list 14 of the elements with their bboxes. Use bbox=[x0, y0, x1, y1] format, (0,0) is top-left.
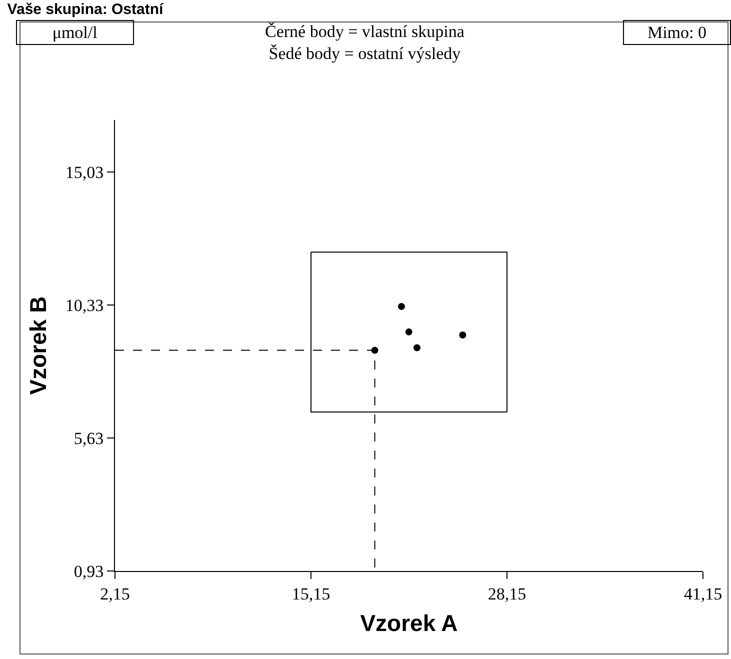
text: Černé body = vlastní skupina Šedé body = ostatní výsledy bbox=[265, 22, 465, 64]
x-axis-title: Vzorek A bbox=[360, 610, 458, 636]
x-tick-label: 41,15 bbox=[684, 584, 722, 604]
x-tick-label: 2,15 bbox=[100, 584, 130, 604]
text: Mimo: 0 bbox=[647, 23, 707, 42]
y-tick-label: 5,63 bbox=[74, 428, 104, 448]
x-tick-label: 15,15 bbox=[292, 584, 330, 604]
y-tick-label: 15,03 bbox=[65, 163, 104, 182]
y-tick-label: 10,33 bbox=[65, 296, 104, 315]
y-tick-label: 0,93 bbox=[74, 562, 104, 581]
y-axis-title: Vzorek B bbox=[24, 296, 51, 395]
text: μmol/l bbox=[52, 23, 98, 42]
chart-title: Vaše skupina: Ostatní bbox=[7, 0, 164, 18]
x-tick-label: 28,15 bbox=[488, 584, 526, 604]
